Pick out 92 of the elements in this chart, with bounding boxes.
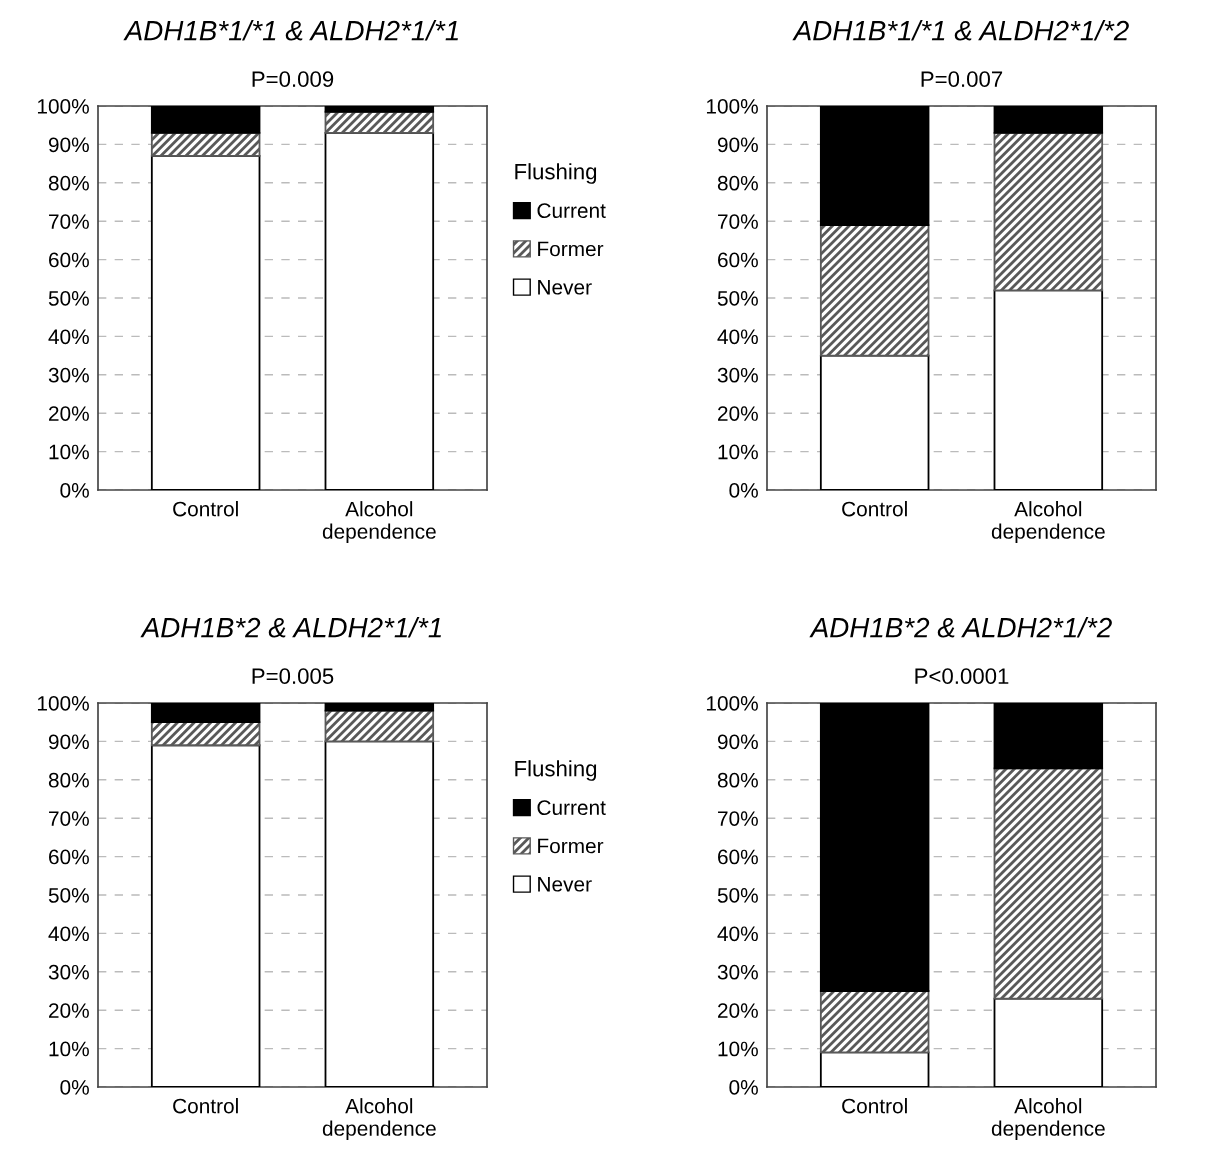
x-tick-label: Control [842,501,907,517]
y-tick-label: 100% [706,99,758,114]
y-tick-label: 20% [718,1003,758,1018]
bar [150,131,261,157]
y-tick-label: 30% [48,367,89,383]
x-tick-label: Alcohol dependence [322,1098,436,1140]
legend-label: Former [538,838,604,854]
y-tick-label: 40% [48,329,89,345]
bar [324,703,435,712]
y-tick-label: 70% [49,811,89,826]
bar [819,354,930,490]
y-tick-label: 80% [48,175,89,191]
x-tick-label: Alcohol dependence [991,1098,1105,1140]
bar [819,106,930,226]
y-tick-label: 60% [49,849,89,865]
y-tick-label: 50% [48,291,89,306]
y-tick-label: 0% [729,483,758,498]
legend-label: Former [538,241,604,257]
bar [150,703,261,724]
legend-label: Never [538,280,592,295]
bar [150,744,261,1087]
y-tick-label: 10% [49,444,89,460]
x-tick-label: Control [173,501,238,517]
y-tick-label: 70% [49,214,89,229]
legend-label: Current [537,203,606,219]
legend-title: Flushing [515,760,597,781]
bar [819,703,930,992]
y-tick-label: 20% [49,406,89,421]
y-tick-label: 90% [717,137,758,153]
bar [150,106,261,134]
bar [324,110,435,134]
legend-label: Current [537,800,606,816]
chart-subtitle: P=0.005 [252,668,334,685]
chart-title: ADH1B*1/*1 & ALDH2*1/*1 [123,20,458,41]
bar [324,106,435,113]
y-tick-label: 80% [48,772,89,788]
y-tick-label: 30% [717,367,758,383]
legend-title: Flushing [515,163,597,184]
bar [993,703,1104,770]
bar [150,155,261,490]
y-tick-label: 50% [717,888,758,903]
chart-title: ADH1B*1/*1 & ALDH2*1/*2 [792,20,1129,41]
bar [819,224,930,357]
y-tick-label: 60% [718,849,758,865]
bar [324,709,435,743]
x-tick-label: Control [173,1098,238,1114]
y-tick-label: 100% [37,696,89,711]
y-tick-label: 100% [37,99,89,114]
y-tick-label: 90% [48,137,89,153]
y-tick-label: 50% [717,291,758,306]
chart-subtitle: P=0.007 [921,71,1003,88]
y-tick-label: 10% [718,444,758,460]
y-tick-label: 50% [48,888,89,903]
bar [993,289,1104,490]
bar [993,997,1104,1087]
y-tick-label: 0% [60,1080,89,1095]
bar [993,767,1104,1000]
y-tick-label: 20% [718,406,758,421]
y-tick-label: 40% [717,329,758,345]
y-tick-label: 70% [718,811,758,826]
y-tick-label: 20% [49,1003,89,1018]
y-tick-label: 70% [718,214,758,229]
y-tick-label: 40% [48,926,89,942]
y-tick-label: 80% [717,772,758,788]
y-tick-label: 100% [706,696,758,711]
y-tick-label: 90% [48,734,89,750]
y-tick-label: 10% [49,1041,89,1057]
bar [993,131,1104,292]
chart-subtitle: P<0.0001 [915,668,1009,685]
y-tick-label: 40% [717,926,758,942]
x-tick-label: Alcohol dependence [991,501,1105,543]
bar [324,131,435,490]
bar [819,1051,930,1087]
bar [993,106,1104,134]
y-tick-label: 80% [717,175,758,191]
y-tick-label: 60% [718,252,758,268]
x-tick-label: Control [842,1098,907,1114]
bar [819,990,930,1054]
bar [150,721,261,747]
chart-subtitle: P=0.009 [252,71,334,88]
y-tick-label: 0% [60,483,89,498]
y-tick-label: 90% [717,734,758,750]
y-tick-label: 10% [718,1041,758,1057]
y-tick-label: 30% [717,964,758,980]
x-tick-label: Alcohol dependence [322,501,436,543]
y-tick-label: 60% [49,252,89,268]
bar [324,740,435,1087]
legend-label: Never [538,877,592,892]
y-tick-label: 0% [729,1080,758,1095]
chart-title: ADH1B*2 & ALDH2*1/*2 [809,617,1112,638]
chart-title: ADH1B*2 & ALDH2*1/*1 [140,617,441,638]
y-tick-label: 30% [48,964,89,980]
